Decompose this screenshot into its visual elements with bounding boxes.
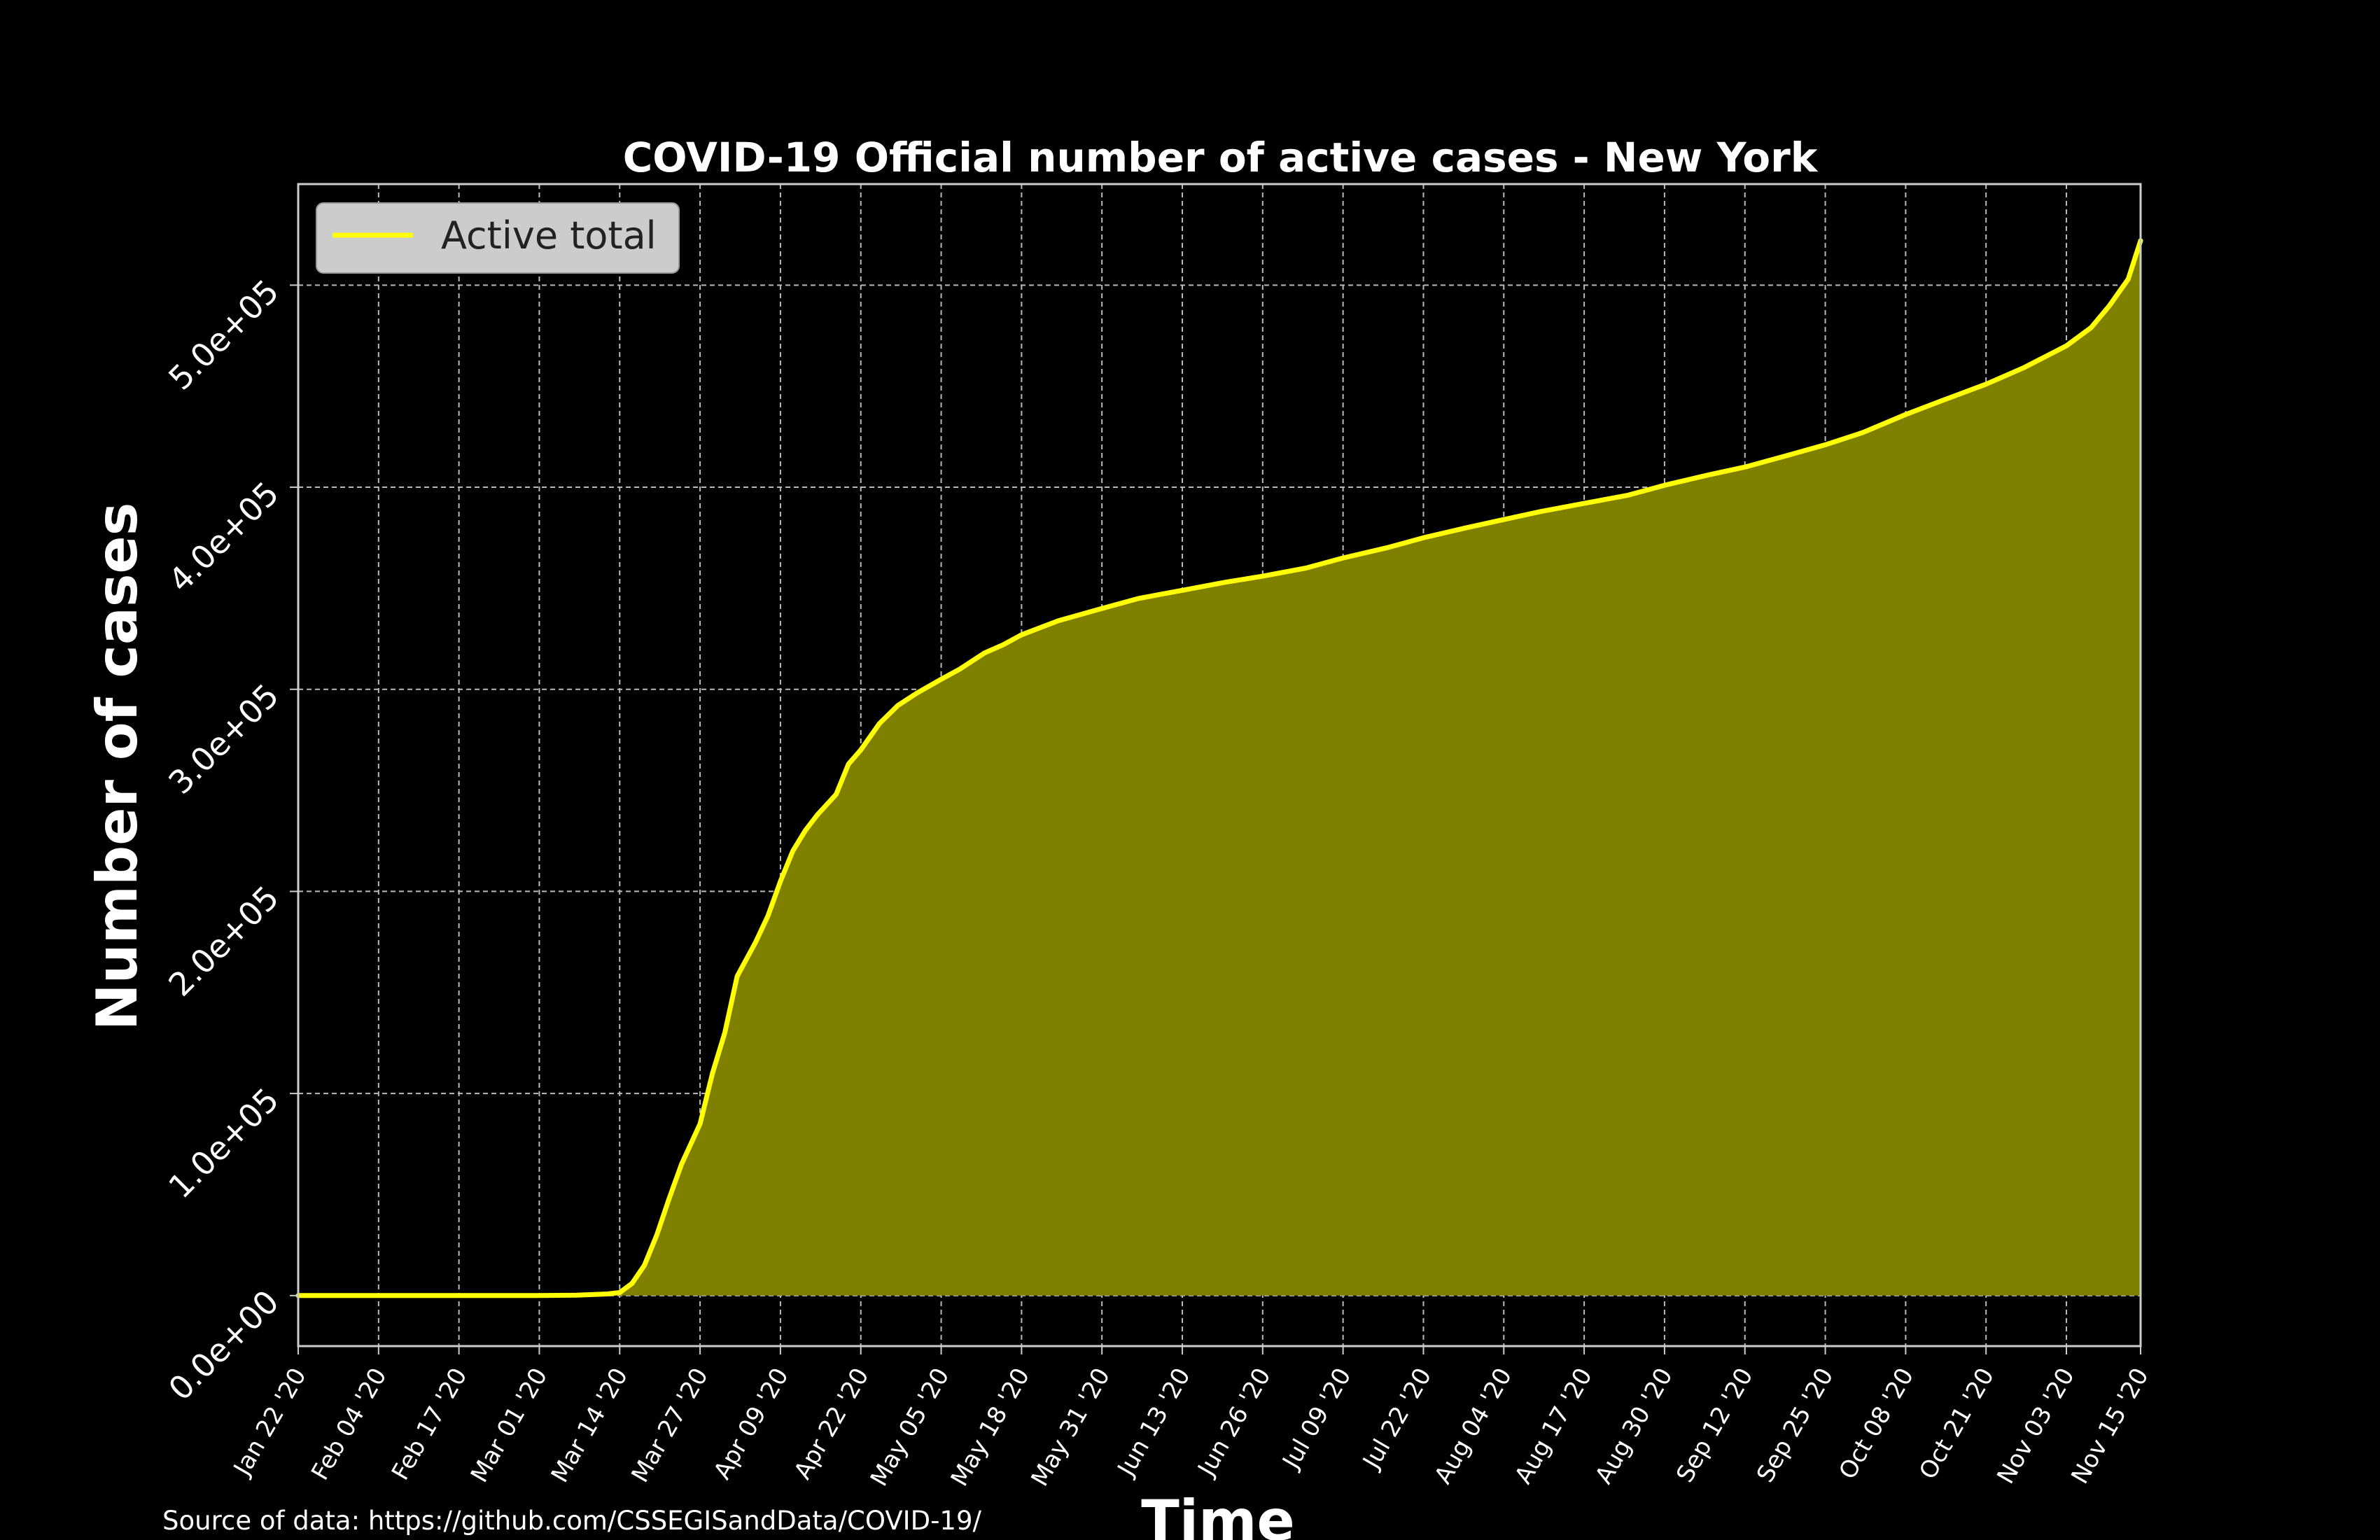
legend-label-active-total: Active total [441,214,657,258]
series-line-active-total [295,238,2143,1298]
series-area-active-total [298,240,2141,1296]
legend-box [316,202,680,274]
area-layer [295,238,2143,1298]
source-note: Source of data: https://github.com/CSSEG… [162,1506,981,1536]
plot-frame [297,183,2142,1348]
chart-title: COVID-19 Official number of active cases… [623,134,1819,181]
y-axis-label: Number of cases [85,503,150,1031]
x-axis-label: Time [1141,1488,1295,1540]
legend: Active total [316,202,680,274]
axes [290,183,2142,1354]
